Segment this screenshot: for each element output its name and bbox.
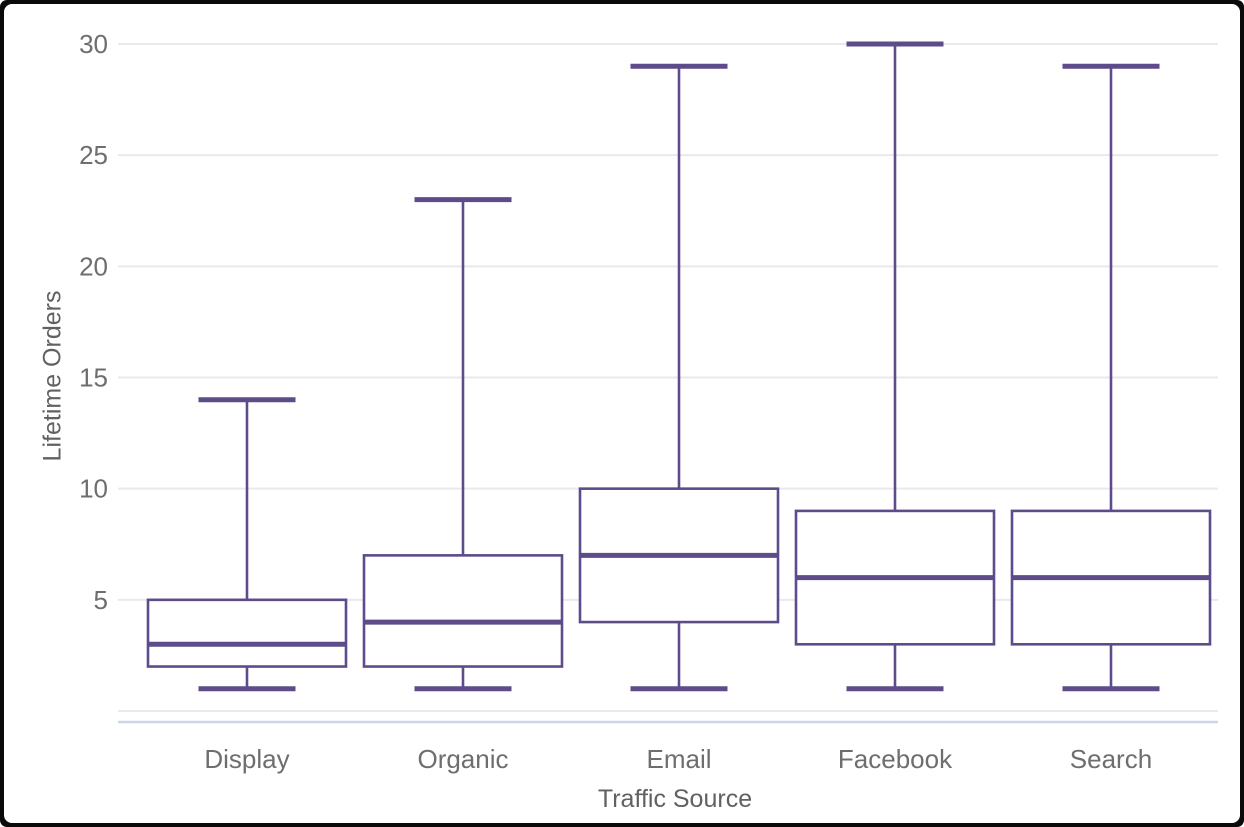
x-axis-category-labels: Display Organic Email Facebook Search	[204, 744, 1152, 774]
boxplot-search[interactable]	[1010, 63, 1212, 692]
y-axis-tick-labels: 5 10 15 20 25 30	[79, 29, 108, 615]
x-category-label: Display	[204, 744, 289, 774]
iqr-box[interactable]	[362, 554, 564, 668]
x-category-label: Search	[1070, 744, 1152, 774]
boxplot-email[interactable]	[578, 63, 780, 692]
x-axis-title: Traffic Source	[598, 785, 752, 813]
y-tick-label: 10	[79, 474, 108, 504]
chart-background: 5 10 15 20 25 30 Display Organic Email Facebook S…	[4, 4, 1240, 823]
boxplot-display[interactable]	[146, 397, 348, 692]
x-category-label: Email	[646, 744, 711, 774]
y-tick-label: 20	[79, 251, 108, 281]
boxplot-facebook[interactable]	[794, 41, 996, 692]
x-category-label: Facebook	[838, 744, 953, 774]
iqr-box[interactable]	[146, 598, 348, 668]
y-axis-title: Lifetime Orders	[39, 291, 67, 462]
y-tick-label: 30	[79, 29, 108, 59]
y-tick-label: 15	[79, 363, 108, 393]
x-category-label: Organic	[417, 744, 508, 774]
y-tick-label: 5	[94, 585, 108, 615]
boxplot-organic[interactable]	[362, 197, 564, 692]
y-tick-label: 25	[79, 140, 108, 170]
boxplot-series	[146, 41, 1212, 692]
boxplot-chart: 5 10 15 20 25 30 Display Organic Email Facebook S…	[39, 29, 1218, 813]
